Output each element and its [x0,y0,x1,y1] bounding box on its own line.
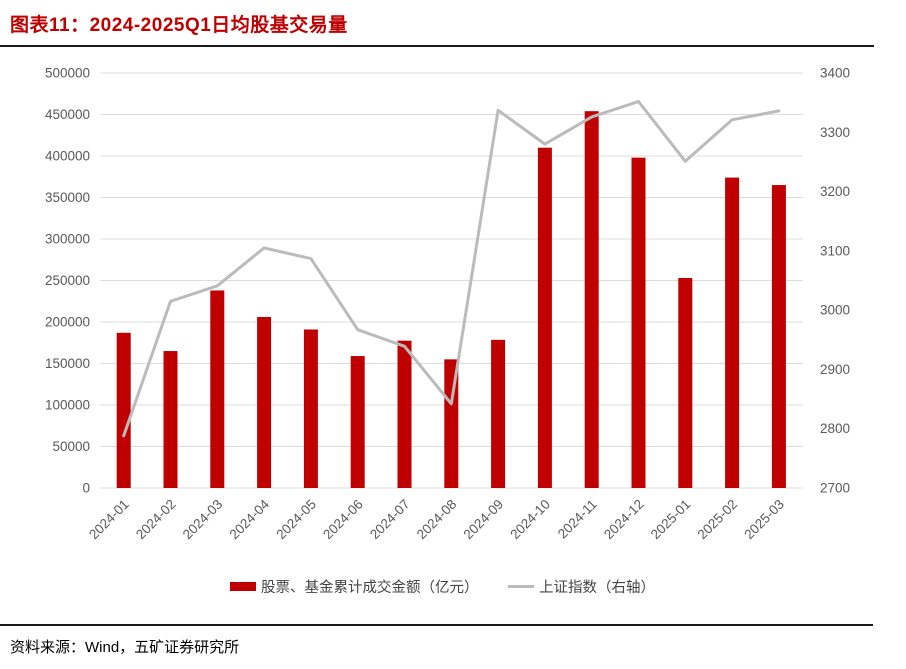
bar-2024-08 [444,359,459,488]
left-axis-tick-label: 450000 [45,107,90,122]
x-axis-tick-label: 2024-12 [601,497,647,543]
bar-2024-01 [116,332,131,488]
source-note: 资料来源：Wind，五矿证券研究所 [10,639,240,656]
x-axis-tick-label: 2025-03 [741,497,787,543]
figure-title: 图表11：2024-2025Q1日均股基交易量 [10,15,348,36]
x-axis-tick-label: 2024-01 [86,497,132,543]
x-axis-tick-label: 2024-05 [273,497,319,543]
x-axis-tick-label: 2024-04 [227,496,273,542]
bar-2024-05 [303,329,318,488]
x-axis-tick-label: 2024-10 [507,497,553,543]
right-axis-tick-label: 3200 [820,184,850,199]
left-axis-tick-label: 100000 [45,398,90,413]
bar-2024-03 [210,290,225,488]
bar-2024-12 [631,157,646,488]
x-axis-tick-label: 2025-02 [695,497,741,543]
x-axis-tick-label: 2024-08 [414,497,460,543]
legend-bar-swatch [230,582,256,591]
legend-line-label: 上证指数（右轴） [539,579,655,596]
title-divider [0,45,874,47]
bar-2024-02 [163,351,178,488]
bar-2024-10 [537,147,552,488]
left-axis-tick-label: 500000 [45,66,90,81]
bar-2024-09 [491,339,506,488]
left-axis-tick-label: 50000 [52,439,90,454]
bar-2025-02 [725,177,740,488]
left-axis-tick-label: 250000 [45,273,90,288]
x-axis-tick-label: 2024-09 [461,497,507,543]
left-axis-tick-label: 150000 [45,356,90,371]
index-line [122,100,781,438]
right-axis-tick-label: 3400 [820,66,850,81]
right-axis-tick-label: 2700 [820,481,850,496]
bar-2024-04 [257,317,272,488]
legend-bar-label: 股票、基金累计成交金额（亿元） [261,578,479,596]
source-divider [0,624,873,626]
bar-2024-07 [397,340,412,488]
bar-2025-03 [771,185,786,489]
bar-2025-01 [678,278,693,488]
x-axis-tick-label: 2024-06 [320,497,366,543]
right-axis-tick-label: 3300 [820,125,850,140]
right-axis-tick-label: 2800 [820,421,850,436]
x-axis-tick-label: 2025-01 [648,497,694,543]
bar-2024-11 [584,111,599,489]
left-axis-tick-label: 0 [82,481,90,496]
dual-axis-chart: 5000004500004000003500003000002500002000… [45,66,850,597]
right-axis-tick-label: 3000 [820,303,850,318]
left-axis-tick-label: 400000 [45,149,90,164]
right-axis-tick-label: 3100 [820,243,850,258]
left-axis-tick-label: 200000 [45,315,90,330]
x-axis-tick-label: 2024-11 [555,497,600,542]
right-axis-tick-label: 2900 [820,362,850,377]
left-axis-tick-label: 300000 [45,232,90,247]
left-axis-tick-label: 350000 [45,190,90,205]
bar-2024-06 [350,356,365,488]
x-axis-tick-label: 2024-07 [367,497,413,543]
x-axis-tick-label: 2024-03 [180,497,226,543]
x-axis-tick-label: 2024-02 [133,497,179,543]
